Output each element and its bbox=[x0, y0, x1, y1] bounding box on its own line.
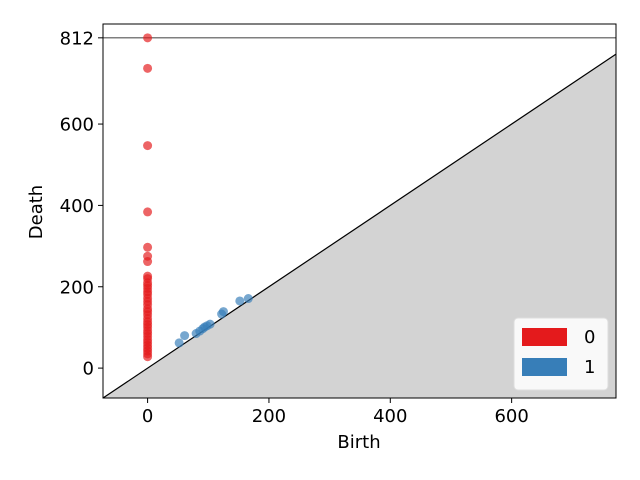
y-tick-label-812: 812 bbox=[60, 28, 94, 49]
legend-label-0: 0 bbox=[584, 327, 595, 348]
point-0-0 bbox=[143, 33, 153, 43]
y-tick-label-0: 0 bbox=[83, 359, 94, 380]
x-tick-label-200: 200 bbox=[252, 406, 286, 427]
point-1-1 bbox=[180, 331, 190, 341]
legend-swatch-0 bbox=[522, 328, 567, 346]
x-axis-label: Birth bbox=[337, 432, 380, 453]
legend-label-1: 1 bbox=[584, 357, 595, 378]
y-tick-label-400: 400 bbox=[60, 196, 94, 217]
point-0-6 bbox=[143, 257, 153, 267]
y-axis-label: Death bbox=[26, 185, 47, 239]
point-1-11 bbox=[243, 294, 253, 304]
legend-swatch-1 bbox=[522, 358, 567, 376]
x-axis-ticks: 0 200 400 600 bbox=[142, 398, 529, 427]
plot-frame bbox=[102, 23, 617, 399]
point-1-7 bbox=[205, 319, 215, 329]
plot-area bbox=[102, 23, 617, 399]
point-1-0 bbox=[174, 338, 184, 348]
point-0-1 bbox=[143, 63, 153, 73]
point-1-10 bbox=[235, 296, 245, 306]
point-0-33 bbox=[143, 352, 153, 362]
x-tick-label-0: 0 bbox=[142, 406, 153, 427]
x-tick-label-600: 600 bbox=[494, 406, 528, 427]
y-tick-label-200: 200 bbox=[60, 277, 94, 298]
diagonal-line bbox=[102, 53, 617, 399]
point-0-2 bbox=[143, 141, 153, 151]
points-layer bbox=[143, 33, 253, 362]
point-0-4 bbox=[143, 242, 153, 252]
y-tick-label-600: 600 bbox=[60, 115, 94, 136]
y-axis-ticks: 0 200 400 600 812 bbox=[60, 28, 103, 380]
legend: 01 bbox=[513, 317, 609, 391]
point-1-9 bbox=[218, 307, 228, 317]
point-0-3 bbox=[143, 207, 153, 217]
x-tick-label-400: 400 bbox=[373, 406, 407, 427]
